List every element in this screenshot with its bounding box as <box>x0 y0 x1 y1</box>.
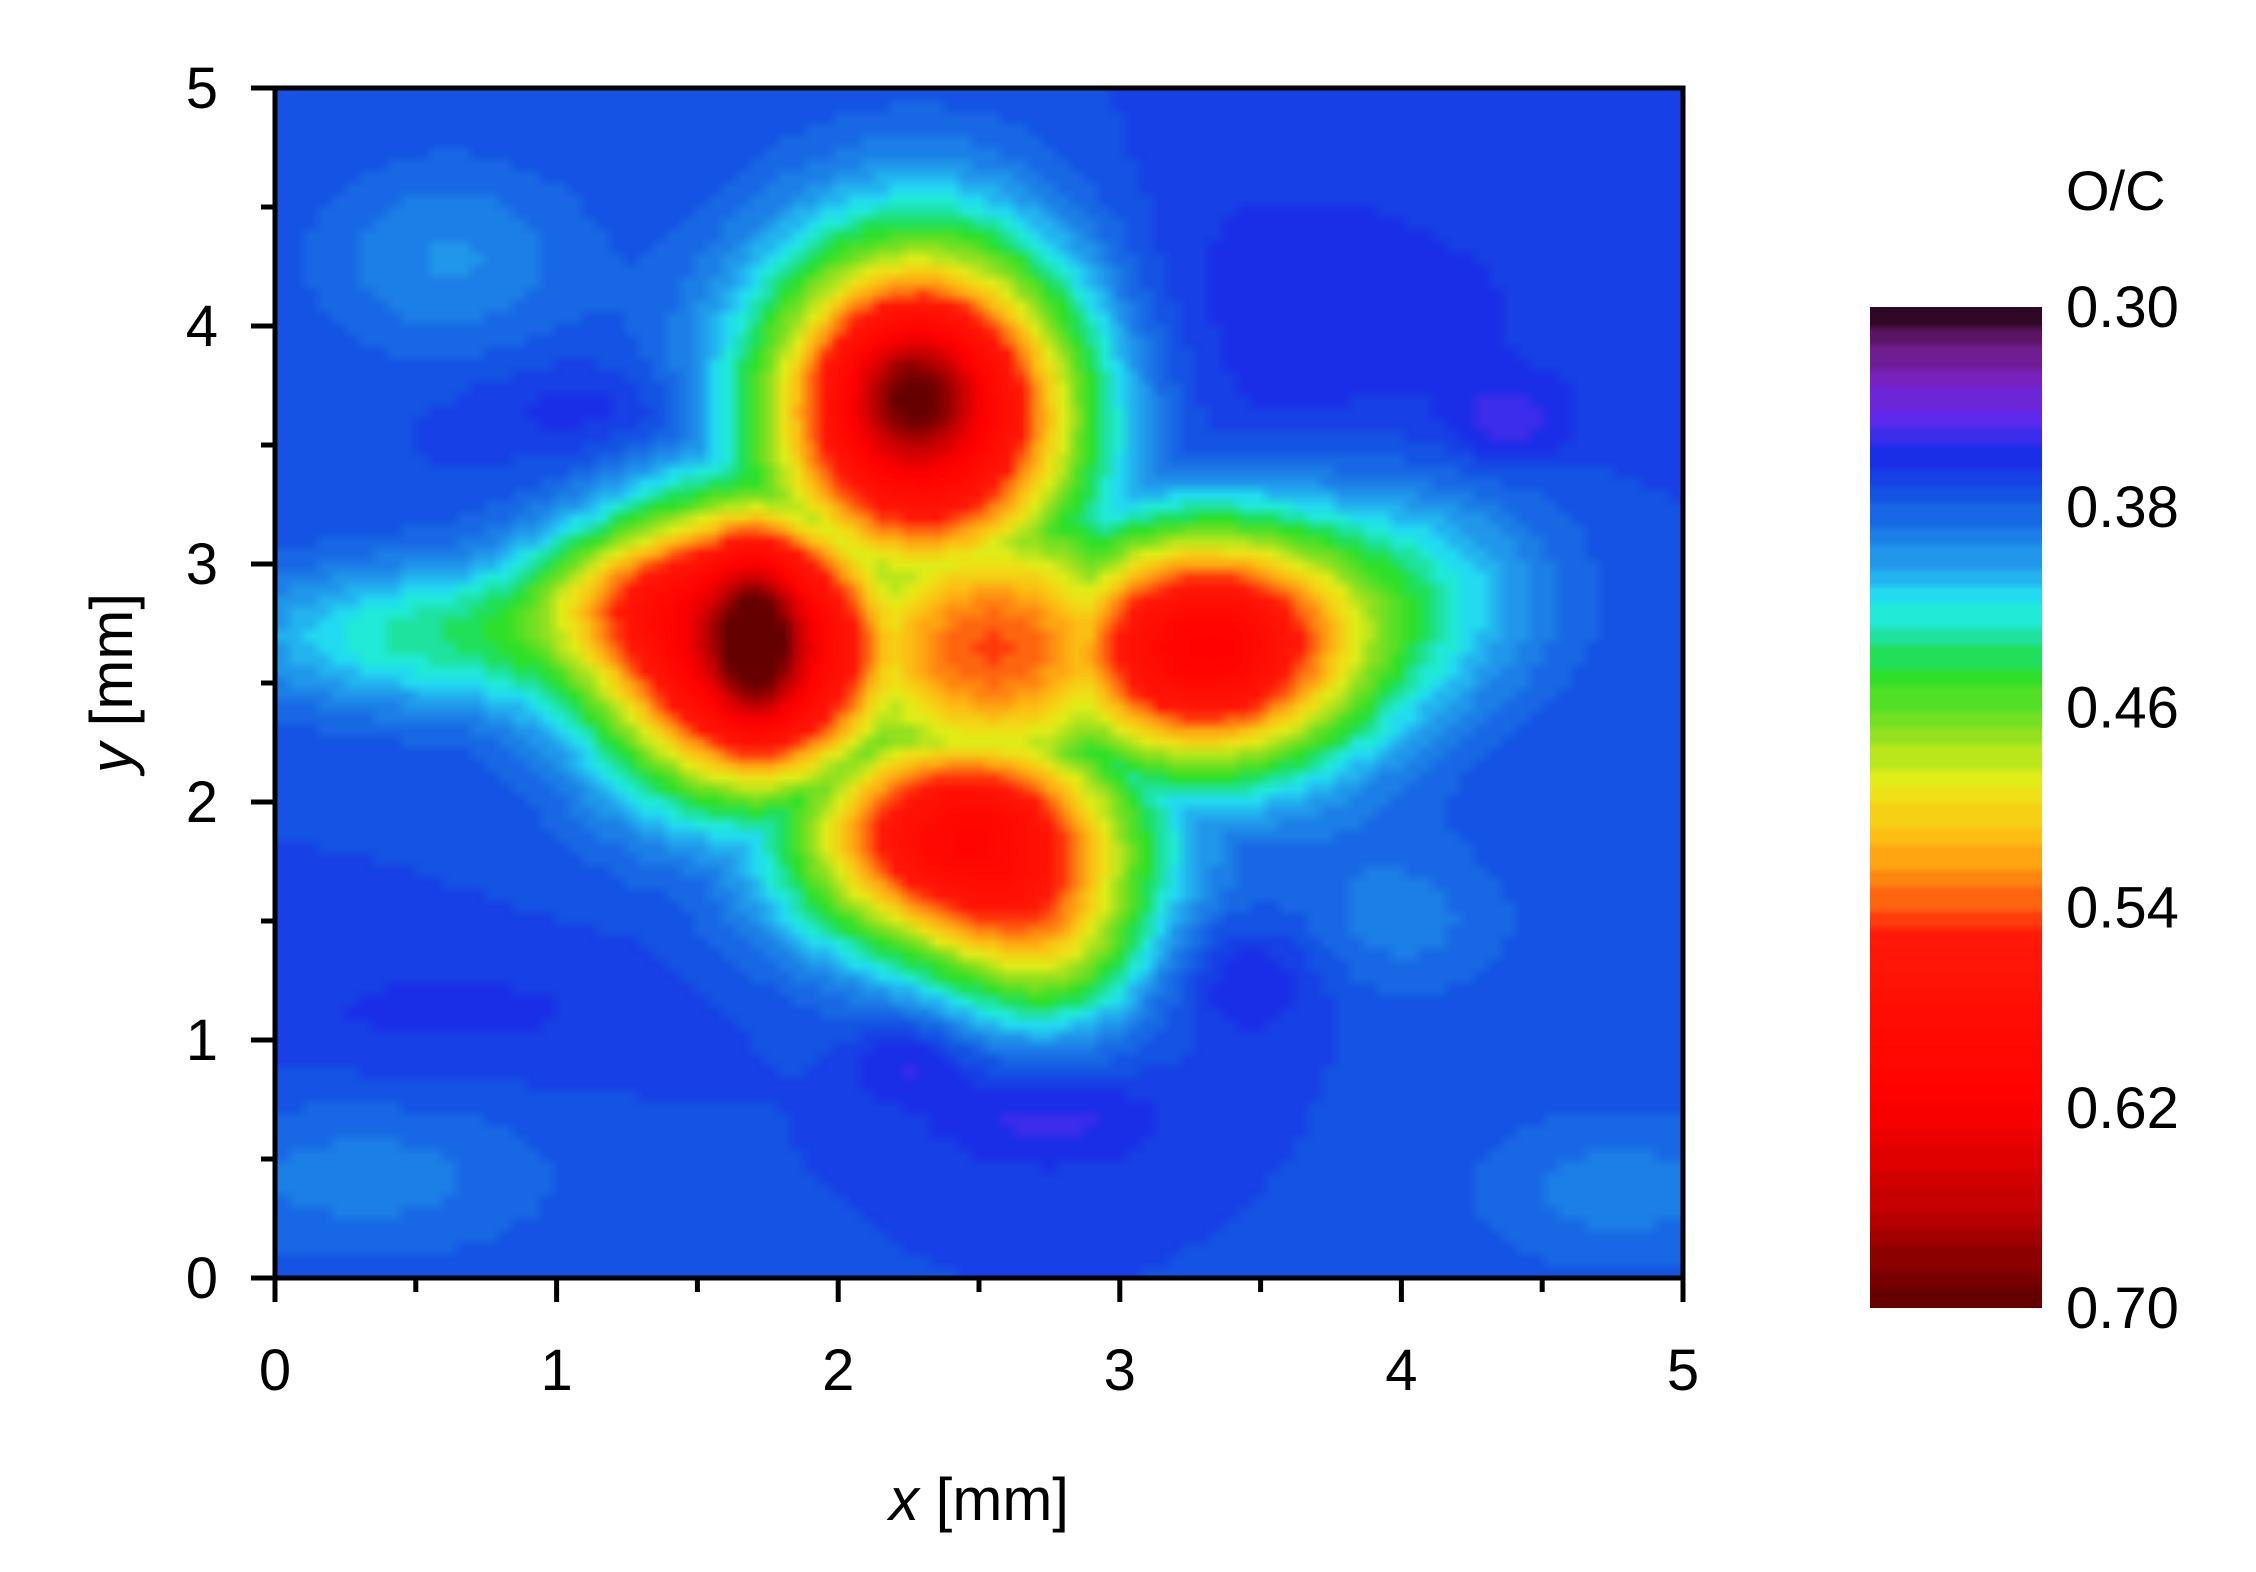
x-axis-label: x [mm] <box>886 1466 1069 1533</box>
x-tick-label: 3 <box>1104 1338 1136 1403</box>
colorbar-tick-label: 0.30 <box>2066 275 2179 340</box>
colorbar-tick-label: 0.70 <box>2066 1276 2179 1341</box>
colorbar-gradient <box>1870 307 2042 1308</box>
y-tick-label: 5 <box>186 56 218 121</box>
x-axis-label-var: x <box>886 1466 921 1533</box>
x-tick-label: 2 <box>822 1338 854 1403</box>
y-tick-label: 1 <box>186 1008 218 1073</box>
y-tick-label: 2 <box>186 770 218 835</box>
y-axis-ticks: 0 1 2 3 4 5 <box>186 56 275 1311</box>
x-tick-label: 5 <box>1667 1338 1699 1403</box>
x-tick-label: 4 <box>1385 1338 1417 1403</box>
colorbar-tick-label: 0.54 <box>2066 876 2179 941</box>
colorbar-title: O/C <box>2066 159 2166 222</box>
colorbar-tick-label: 0.46 <box>2066 675 2179 740</box>
colorbar-ticks: 0.30 0.38 0.46 0.54 0.62 0.70 <box>2066 275 2179 1341</box>
y-tick-label: 4 <box>186 294 218 359</box>
x-axis-label-unit: [mm] <box>936 1466 1069 1533</box>
colorbar-tick-label: 0.62 <box>2066 1076 2179 1141</box>
y-axis-label-var: y <box>78 739 145 777</box>
x-axis-ticks: 0 1 2 3 4 5 <box>259 1278 1699 1403</box>
y-tick-label: 0 <box>186 1246 218 1311</box>
y-tick-label: 3 <box>186 532 218 597</box>
x-tick-label: 1 <box>540 1338 572 1403</box>
colorbar: O/C 0.30 0.38 0.46 0.54 0.62 0.70 <box>1870 159 2179 1341</box>
x-tick-label: 0 <box>259 1338 291 1403</box>
heatmap-image <box>275 88 1683 1278</box>
y-axis-label-unit: [mm] <box>78 593 145 726</box>
plot-area <box>275 88 1683 1278</box>
colorbar-tick-label: 0.38 <box>2066 475 2179 540</box>
y-axis-label: y [mm] <box>78 593 145 777</box>
